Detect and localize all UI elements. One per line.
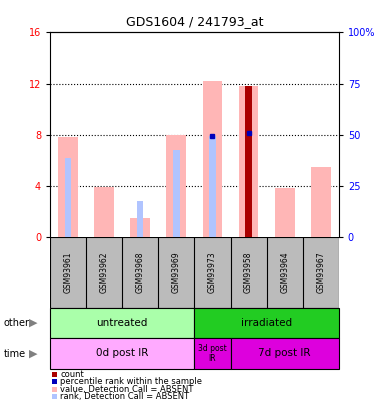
Text: time: time: [4, 349, 26, 358]
Text: ▶: ▶: [28, 349, 37, 358]
Text: 0d post IR: 0d post IR: [96, 348, 149, 358]
Text: GSM93962: GSM93962: [100, 252, 109, 293]
Bar: [239, 86, 258, 237]
Title: GDS1604 / 241793_at: GDS1604 / 241793_at: [126, 15, 263, 28]
Bar: [137, 201, 144, 237]
Bar: [275, 188, 295, 237]
Bar: [50, 308, 194, 338]
Text: GSM93964: GSM93964: [280, 252, 289, 293]
Bar: [209, 136, 216, 237]
Bar: [194, 308, 339, 338]
Text: GSM93969: GSM93969: [172, 252, 181, 293]
Text: GSM93961: GSM93961: [64, 252, 73, 293]
Text: value, Detection Call = ABSENT: value, Detection Call = ABSENT: [60, 385, 194, 394]
Text: rank, Detection Call = ABSENT: rank, Detection Call = ABSENT: [60, 392, 189, 401]
Bar: [245, 86, 252, 237]
Text: untreated: untreated: [97, 318, 148, 328]
Text: percentile rank within the sample: percentile rank within the sample: [60, 377, 203, 386]
Bar: [311, 166, 331, 237]
Text: 3d post
IR: 3d post IR: [198, 344, 227, 363]
Bar: [194, 338, 231, 369]
Text: GSM93958: GSM93958: [244, 252, 253, 293]
Text: irradiated: irradiated: [241, 318, 292, 328]
Bar: [231, 338, 339, 369]
Text: GSM93967: GSM93967: [316, 252, 325, 293]
Bar: [166, 134, 186, 237]
Bar: [173, 150, 179, 237]
Text: 7d post IR: 7d post IR: [258, 348, 311, 358]
Text: count: count: [60, 370, 84, 379]
Text: ▶: ▶: [28, 318, 37, 328]
Text: GSM93968: GSM93968: [136, 252, 145, 293]
Text: other: other: [4, 318, 30, 328]
Bar: [65, 158, 71, 237]
Bar: [58, 137, 78, 237]
Text: GSM93973: GSM93973: [208, 252, 217, 293]
Bar: [131, 218, 150, 237]
Bar: [203, 81, 223, 237]
Bar: [50, 338, 194, 369]
Bar: [94, 187, 114, 237]
